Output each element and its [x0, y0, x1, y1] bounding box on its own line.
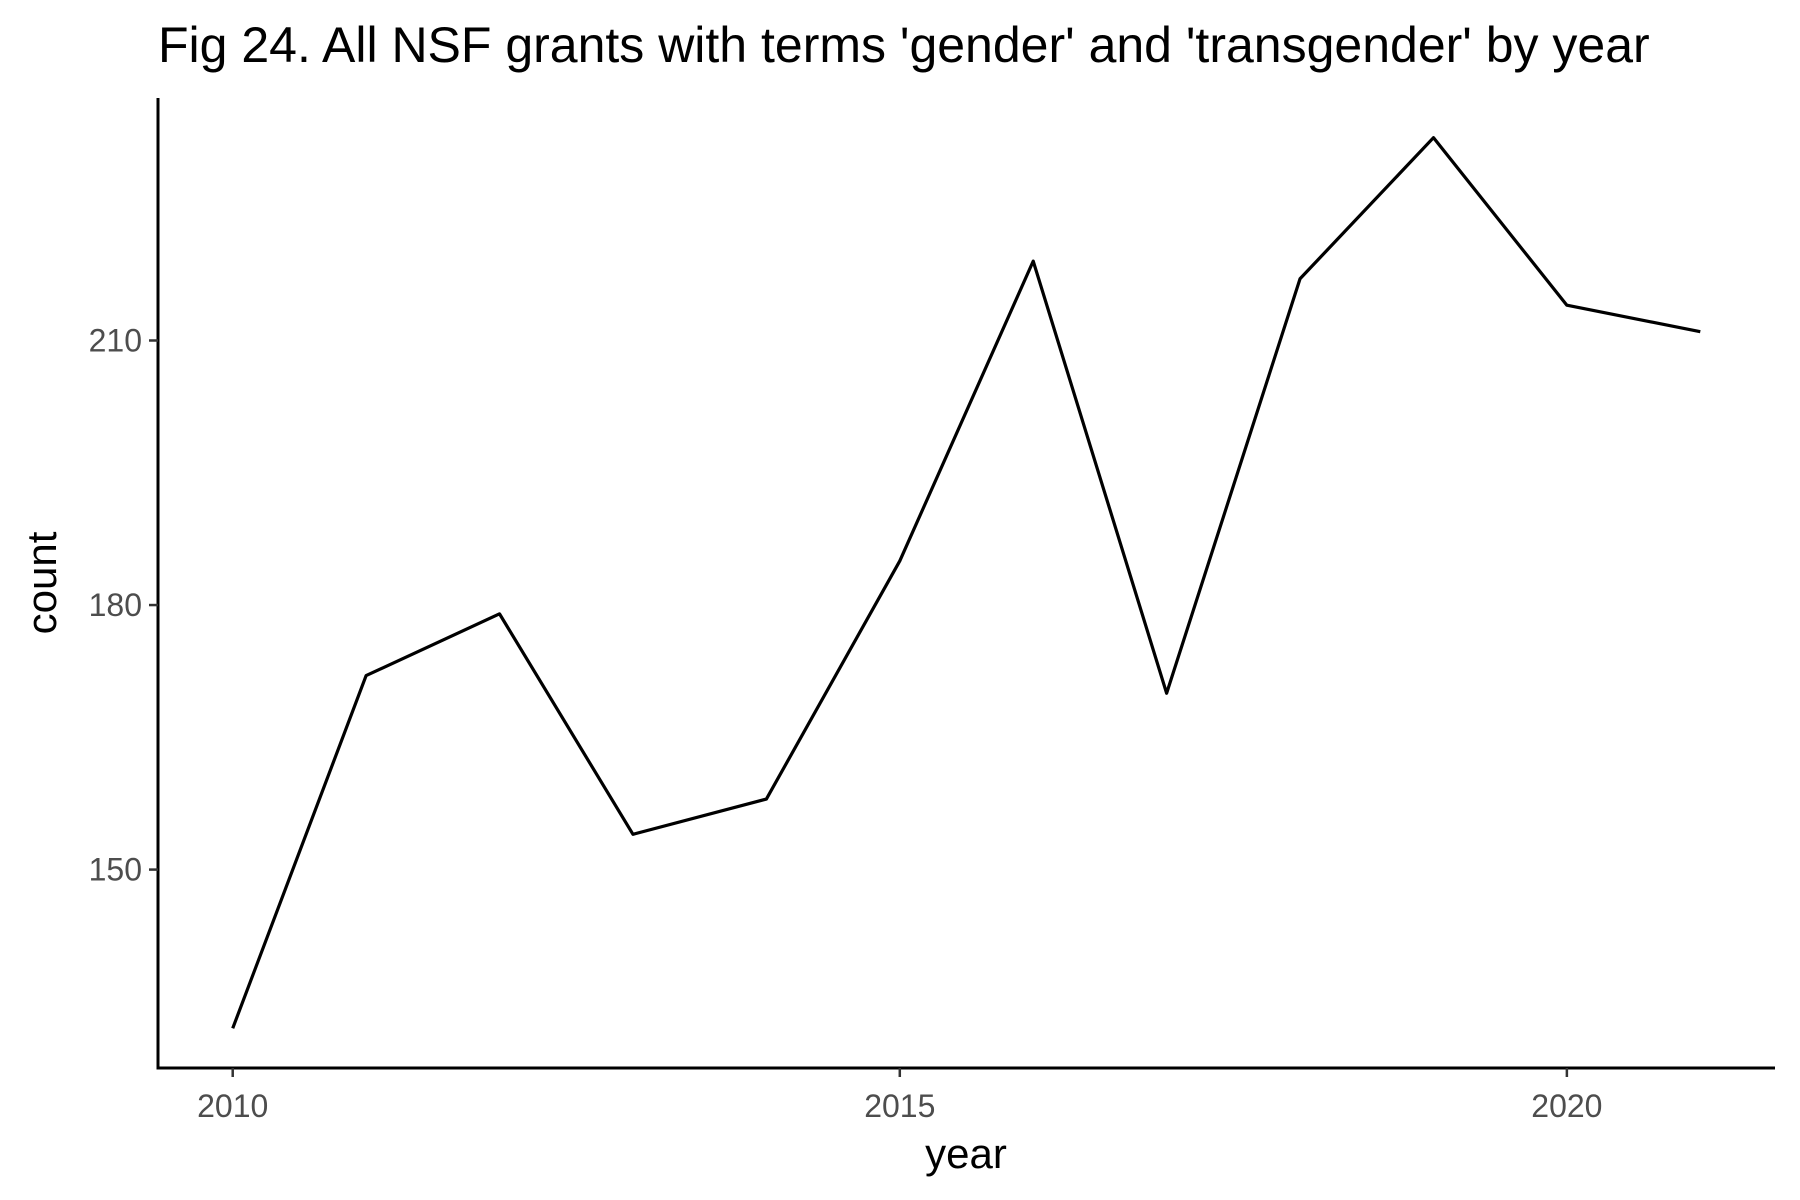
plot-panel: 150 180 210 2010 2015 2020: [89, 98, 1775, 1124]
y-axis-ticks: 150 180 210: [89, 323, 158, 888]
chart-title: Fig 24. All NSF grants with terms 'gende…: [158, 17, 1650, 73]
x-tick-label-2015: 2015: [864, 1088, 935, 1124]
y-tick-label-150: 150: [89, 852, 142, 888]
y-tick-label-180: 180: [89, 587, 142, 623]
y-tick-label-210: 210: [89, 323, 142, 359]
x-tick-label-2020: 2020: [1531, 1088, 1602, 1124]
x-tick-label-2010: 2010: [197, 1088, 268, 1124]
x-axis-ticks: 2010 2015 2020: [197, 1068, 1602, 1124]
series-line-count: [231, 136, 1701, 1029]
x-axis-title: year: [925, 1130, 1007, 1177]
y-axis-title: count: [18, 531, 65, 634]
